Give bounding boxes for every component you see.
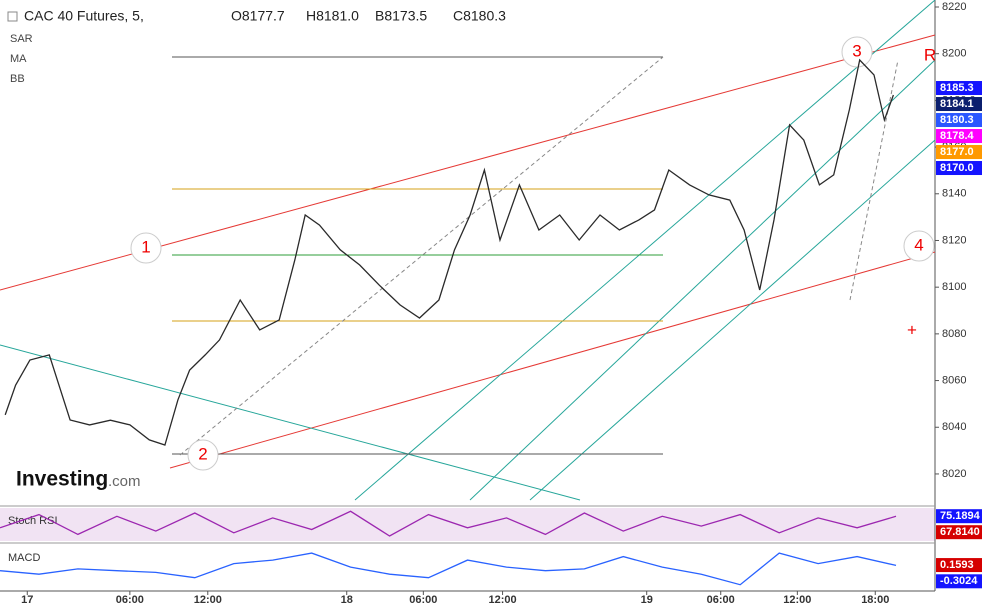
wave-label: 1 <box>141 237 150 256</box>
price-label-bg <box>936 81 982 96</box>
price-label: 8184.1 <box>940 98 974 110</box>
ohlc: H8181.0 <box>306 8 359 24</box>
ohlc: C8180.3 <box>453 8 506 24</box>
crosshair: + <box>907 320 917 339</box>
price-label: 0.1593 <box>940 559 974 571</box>
price-label: 8180.3 <box>940 114 974 126</box>
x-tick-label: 06:00 <box>116 594 144 606</box>
x-tick-label: 12:00 <box>488 594 516 606</box>
y-tick-label: 8100 <box>942 281 966 293</box>
y-tick-label: 8020 <box>942 468 966 480</box>
marker-circle <box>130 232 162 264</box>
price-label-bg <box>936 129 982 144</box>
marker-circle <box>903 230 935 262</box>
trendline <box>529 139 936 501</box>
price-label: 75.1894 <box>940 510 981 522</box>
x-tick-label: 12:00 <box>783 594 811 606</box>
trendline <box>169 251 936 469</box>
indicator[interactable]: SAR <box>10 33 33 45</box>
collapse-icon[interactable] <box>7 11 18 22</box>
x-tick-label: 18:00 <box>861 594 889 606</box>
wave-label: 3 <box>852 41 861 60</box>
price-label: 8170.0 <box>940 162 974 174</box>
y-tick-label: 8080 <box>942 328 966 340</box>
fib-diag <box>179 56 664 456</box>
price-label: 67.8140 <box>940 526 980 538</box>
price-label: -0.3024 <box>940 575 978 587</box>
watermark: .com <box>108 473 141 490</box>
price-line <box>4 58 895 446</box>
marker-circle <box>187 439 219 471</box>
y-tick-label: 8200 <box>942 48 966 60</box>
price-label-bg <box>936 97 982 112</box>
x-tick-label: 06:00 <box>707 594 735 606</box>
wave-label: 4 <box>914 235 923 254</box>
ohlc: B8173.5 <box>375 8 427 24</box>
y-tick-label: 8120 <box>942 234 966 246</box>
price-label-bg <box>936 161 982 176</box>
price-line <box>0 510 897 537</box>
pane-title: MACD <box>8 552 40 564</box>
price-label-bg <box>936 525 982 540</box>
trendline <box>469 59 936 501</box>
x-tick-label: 19 <box>641 594 653 606</box>
stoch-band <box>0 508 935 541</box>
price-label-bg <box>936 145 982 160</box>
marker-circle <box>841 36 873 68</box>
y-tick-label: 8040 <box>942 421 966 433</box>
x-tick-label: 12:00 <box>194 594 222 606</box>
y-tick-label: 8060 <box>942 374 966 386</box>
price-label: 8185.3 <box>940 82 974 94</box>
wave-label: 2 <box>198 444 207 463</box>
x-tick-label: 06:00 <box>409 594 437 606</box>
y-tick-label: 8140 <box>942 188 966 200</box>
price-label: 8178.4 <box>940 130 975 142</box>
wave-label: R <box>924 45 936 64</box>
watermark: Investing <box>16 468 108 491</box>
price-label-bg <box>936 113 982 128</box>
indicator[interactable]: MA <box>10 53 27 65</box>
fib-diag <box>849 59 899 301</box>
trendline <box>354 0 936 501</box>
price-label-bg <box>936 509 982 524</box>
trendline <box>0 344 581 501</box>
ohlc: O8177.7 <box>231 8 285 24</box>
x-tick-label: 18 <box>341 594 353 606</box>
price-label-bg <box>936 558 982 573</box>
symbol: CAC 40 Futures, 5, <box>24 8 144 24</box>
indicator[interactable]: BB <box>10 73 25 85</box>
price-line <box>0 552 897 586</box>
y-tick-label: 8220 <box>942 1 966 13</box>
price-label: 8177.0 <box>940 146 974 158</box>
x-tick-label: 17 <box>21 594 33 606</box>
price-label-bg <box>936 574 982 589</box>
